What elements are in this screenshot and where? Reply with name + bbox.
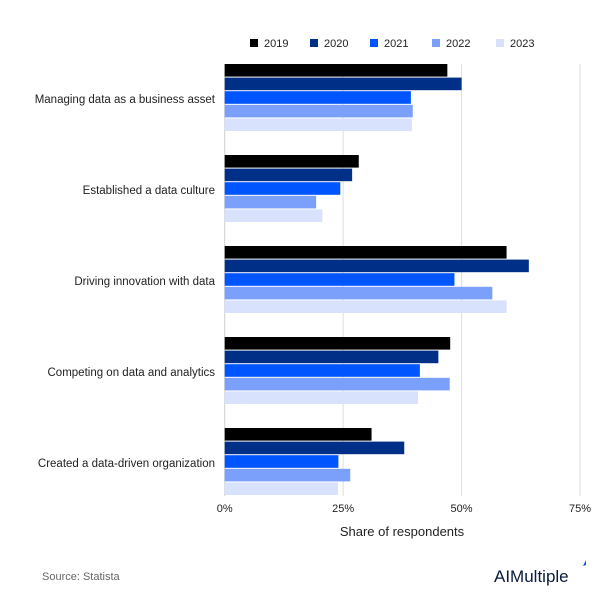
bar-2020 [224,350,439,364]
x-tick-label: 50% [451,503,473,515]
bar-2021 [224,91,411,104]
legend-swatch-2021 [370,39,378,47]
bar-2022 [224,104,413,118]
bar-2019 [224,246,507,259]
bar-2020 [224,259,529,273]
legend-swatch-2020 [310,39,318,47]
bar-2020 [224,168,353,182]
bar-2022 [224,286,493,300]
legend-label: 2020 [324,38,348,50]
category-label: Managing data as a business asset [35,94,216,106]
source-note: Source: Statista [42,571,121,583]
legend-swatch-2022 [432,39,440,47]
category-label: Created a data-driven organization [38,458,215,470]
bar-2022 [224,377,450,391]
legend-label: 2021 [384,38,408,50]
legend-label: 2022 [446,38,470,50]
legend-swatch-2023 [496,39,504,47]
bar-2023 [224,482,338,495]
aimultiple-logo: AIMultiple [494,560,586,586]
legend-label: 2023 [510,38,534,50]
category-label: Established a data culture [83,185,215,197]
x-tick-label: 25% [332,503,354,515]
bar-2020 [224,441,405,455]
category-label: Competing on data and analytics [48,367,216,379]
bar-2019 [224,155,359,168]
bar-2022 [224,195,317,209]
bar-2021 [224,455,339,468]
bar-2023 [224,209,323,222]
svg-text:AIMultiple: AIMultiple [494,567,569,586]
x-axis-title: Share of respondents [340,524,465,539]
legend-swatch-2019 [250,39,258,47]
bar-2019 [224,428,372,441]
legend-label: 2019 [264,38,288,50]
x-tick-label: 75% [569,503,591,515]
bar-2021 [224,364,420,377]
bar-2021 [224,182,341,195]
bar-2020 [224,77,462,91]
bar-2022 [224,468,351,482]
category-label: Driving innovation with data [74,276,215,288]
bar-2019 [224,337,451,350]
bar-2019 [224,64,448,77]
x-tick-label: 0% [217,503,233,515]
bar-2023 [224,391,418,404]
bar-2021 [224,273,455,286]
bar-2023 [224,118,412,131]
bar-2023 [224,300,507,313]
